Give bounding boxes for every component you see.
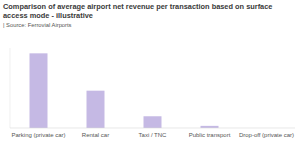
x-tick-label: Public transport [189,132,231,138]
bar [201,126,219,128]
bar [30,53,48,128]
chart: Parking (private car) Rental car Taxi / TN… [0,0,300,146]
x-tick-label: Drop-off (private car) [239,132,294,138]
x-tick-label: Parking (private car) [11,132,65,138]
x-tick-label: Taxi / TNC [139,132,168,138]
x-tick-label: Rental car [82,132,109,138]
bar [144,116,162,128]
source: | Source: Ferrovial Airports [3,22,72,28]
x-axis-line [10,128,295,129]
bar [87,91,105,128]
bars [30,53,219,128]
y-axis-line [10,48,11,128]
title: Comparison of average airport net revenu… [3,2,293,20]
